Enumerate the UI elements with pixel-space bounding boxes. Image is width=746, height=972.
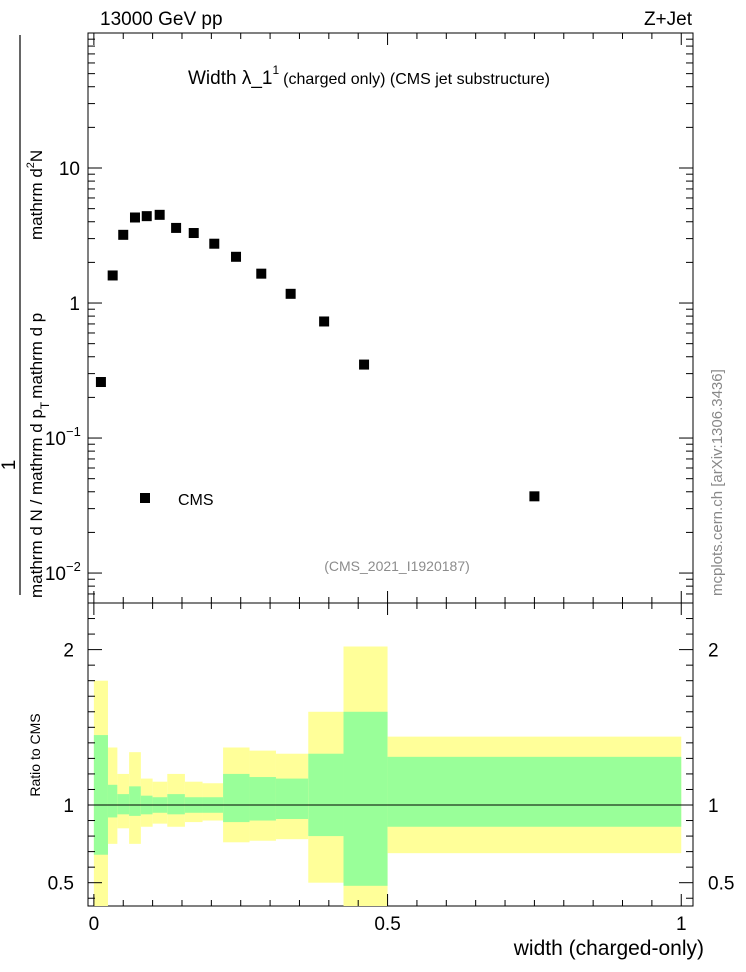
ratio-inner-band-9	[223, 773, 250, 823]
ratio-inner-band-10	[249, 777, 276, 821]
ratio-plot-frame	[87, 602, 694, 907]
main-y-tick-label-0: 10	[59, 159, 80, 180]
ratio-axes: 0 0.5 1 0.5 0.5 1 1 2 2	[48, 33, 734, 935]
data-point-8	[209, 238, 220, 249]
main-y-tick-exp-2: −1	[66, 424, 81, 439]
energy-label: 13000 GeV pp	[100, 9, 223, 30]
x-axis-label: width (charged-only)	[513, 937, 704, 960]
data-point-3	[129, 212, 140, 223]
data-point-5	[154, 209, 165, 220]
ratio-inner-band-12	[308, 753, 344, 837]
ratio-y-tick-label-right-0: 0.5	[708, 874, 734, 895]
cms-data-points	[95, 209, 540, 502]
ratio-y-tick-label-2: 2	[63, 641, 74, 662]
ratio-inner-band-14	[387, 756, 682, 827]
data-point-9	[231, 251, 242, 262]
main-y-axis-label: 1 mathrm d N / mathrm d pTmathrm d p mat…	[0, 35, 52, 598]
data-point-1	[107, 270, 118, 281]
legend-marker-cms	[140, 493, 150, 503]
data-point-0	[95, 377, 106, 388]
ratio-inner-band-1	[107, 784, 118, 818]
ratio-y-tick-label-right-1: 1	[708, 796, 719, 817]
ratio-inner-band-13	[343, 711, 388, 886]
analysis-id: (CMS_2021_I1920187)	[324, 558, 470, 574]
main-y-tick-exp-3: −2	[66, 559, 81, 574]
ratio-y-tick-label-1: 1	[63, 796, 74, 817]
ratio-y-axis-label: Ratio to CMS	[27, 713, 43, 796]
ratio-inner-band-2	[117, 794, 130, 815]
data-point-11	[285, 288, 296, 299]
data-point-7	[188, 228, 199, 239]
main-y-tick-label-2: 10	[45, 429, 66, 450]
side-watermark-label: mcplots.cern.ch [arXiv:1306.3436]	[709, 369, 726, 596]
ratio-y-tick-label-0: 0.5	[48, 874, 74, 895]
ratio-y-tick-label-right-2: 2	[708, 641, 719, 662]
ylabel-denominator: mathrm d N / mathrm d pTmathrm d p	[27, 313, 52, 598]
main-y-tick-label-1: 1	[69, 294, 80, 315]
plot-title-sup: 1	[272, 63, 279, 77]
ratio-inner-band-0	[93, 735, 108, 855]
process-label: Z+Jet	[644, 9, 693, 30]
data-point-14	[529, 491, 540, 502]
data-point-13	[359, 359, 370, 370]
ylabel-numerator: 1	[0, 460, 20, 471]
plot-title-suffix: (charged only) (CMS jet substructure)	[283, 71, 550, 88]
data-point-10	[256, 268, 267, 279]
x-tick-label-2: 1	[676, 914, 687, 935]
data-point-12	[319, 316, 330, 327]
main-y-tick-label-3: 10	[45, 564, 66, 585]
legend: CMS	[140, 492, 214, 509]
data-point-4	[141, 211, 152, 222]
ratio-bands	[88, 646, 693, 906]
x-tick-label-1: 0.5	[374, 914, 400, 935]
x-tick-label-0: 0	[89, 914, 100, 935]
data-point-6	[171, 222, 182, 233]
ratio-inner-band-3	[129, 786, 141, 816]
data-point-2	[118, 229, 129, 240]
plot-title-main: Width λ_1	[188, 68, 272, 89]
main-plot-frame	[87, 32, 694, 604]
ratio-inner-band-6	[167, 794, 185, 815]
legend-label-cms: CMS	[178, 492, 214, 509]
plot-title: Width λ_11 (charged only) (CMS jet substr…	[188, 63, 550, 89]
ratio-inner-band-11	[275, 778, 309, 819]
ylabel-upper-fraction: mathrm d2N	[25, 150, 46, 240]
